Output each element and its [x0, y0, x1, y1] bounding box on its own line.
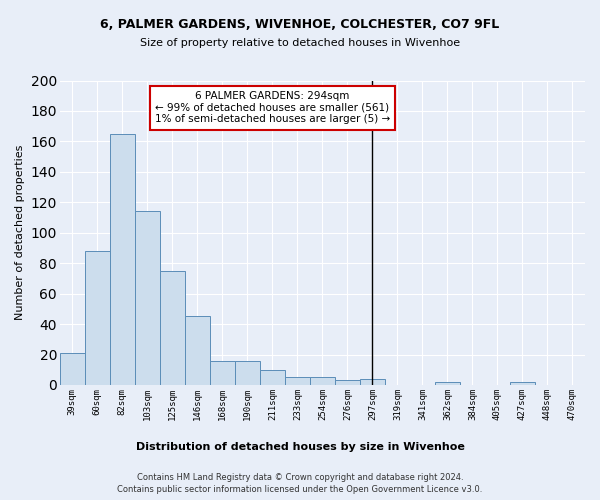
Text: Contains public sector information licensed under the Open Government Licence v3: Contains public sector information licen… [118, 485, 482, 494]
Bar [185, 316, 210, 385]
Bar [160, 271, 185, 385]
Text: 6, PALMER GARDENS, WIVENHOE, COLCHESTER, CO7 9FL: 6, PALMER GARDENS, WIVENHOE, COLCHESTER,… [100, 18, 500, 30]
Text: Contains HM Land Registry data © Crown copyright and database right 2024.: Contains HM Land Registry data © Crown c… [137, 472, 463, 482]
Y-axis label: Number of detached properties: Number of detached properties [15, 145, 25, 320]
Bar [435, 382, 460, 385]
Bar [360, 379, 385, 385]
Bar [210, 360, 235, 385]
Bar [135, 212, 160, 385]
Bar [335, 380, 360, 385]
Bar [85, 251, 110, 385]
Text: Size of property relative to detached houses in Wivenhoe: Size of property relative to detached ho… [140, 38, 460, 48]
Bar [260, 370, 285, 385]
Bar [510, 382, 535, 385]
Bar [310, 378, 335, 385]
Bar [285, 378, 310, 385]
Bar [235, 360, 260, 385]
Bar [110, 134, 135, 385]
Text: 6 PALMER GARDENS: 294sqm
← 99% of detached houses are smaller (561)
1% of semi-d: 6 PALMER GARDENS: 294sqm ← 99% of detach… [155, 91, 390, 124]
Text: Distribution of detached houses by size in Wivenhoe: Distribution of detached houses by size … [136, 442, 464, 452]
Bar [60, 353, 85, 385]
